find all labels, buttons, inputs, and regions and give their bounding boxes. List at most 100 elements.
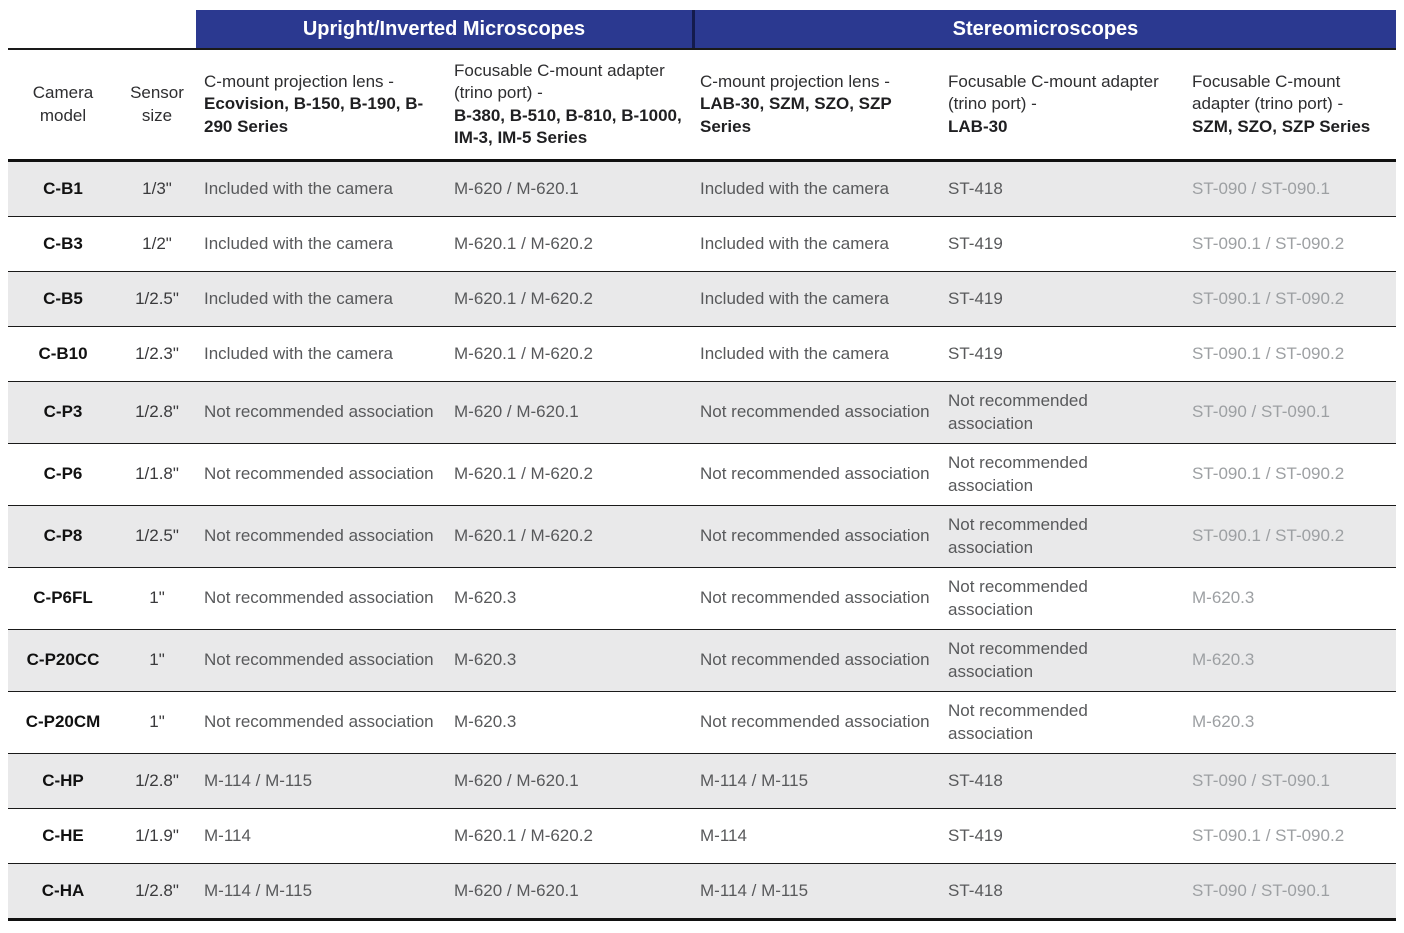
sensor-size-cell: 1/2.3" (135, 343, 179, 363)
table-cell: M-620.1 / M-620.2 (454, 825, 593, 845)
table-cell: ST-090.1 / ST-090.2 (1192, 288, 1345, 308)
camera-model-cell: C-P20CM (25, 712, 101, 732)
column-header-models: Ecovision, B-150, B-190, B-290 Series (204, 94, 424, 136)
table-cell: Not recommended association (948, 638, 1088, 681)
table-cell: ST-418 (948, 880, 1003, 900)
table-cell: ST-090.1 / ST-090.2 (1192, 343, 1345, 363)
table-cell: Not recommended association (948, 452, 1088, 495)
table-cell: Not recommended association (204, 712, 434, 732)
sensor-size-cell: 1/2.8" (135, 880, 179, 900)
camera-model-cell: C-P8 (43, 526, 83, 546)
table-cell: ST-090 / ST-090.1 (1192, 880, 1330, 900)
sensor-size-cell: 1/3" (142, 178, 172, 198)
table-row: C-P6FL 1" Not recommended association M-… (8, 568, 1396, 630)
table-row: C-HE 1/1.9" M-114 M-620.1 / M-620.2 M-11… (8, 809, 1396, 864)
table-cell: Not recommended association (204, 402, 434, 422)
table-cell: M-620 / M-620.1 (454, 178, 579, 198)
column-header-camera-model: Camera model (8, 50, 120, 159)
sensor-size-cell: 1/1.9" (135, 825, 179, 845)
table-row: C-P20CM 1" Not recommended association M… (8, 692, 1396, 754)
table-cell: ST-090.1 / ST-090.2 (1192, 526, 1345, 546)
camera-model-cell: C-B5 (43, 288, 83, 308)
camera-model-cell: C-P3 (43, 402, 83, 422)
group-header-row: Upright/Inverted Microscopes Stereomicro… (8, 10, 1396, 50)
table-cell: Not recommended association (204, 526, 434, 546)
sensor-size-cell: 1/2.5" (135, 288, 179, 308)
table-cell: M-620 / M-620.1 (454, 770, 579, 790)
column-header-models: LAB-30, SZM, SZO, SZP Series (700, 94, 892, 136)
column-header-prefix: Focusable C-mount adapter (trino port) - (948, 72, 1159, 114)
camera-model-cell: C-B3 (43, 233, 83, 253)
camera-model-cell: C-HP (42, 770, 84, 790)
table-cell: ST-090.1 / ST-090.2 (1192, 464, 1345, 484)
table-cell: Included with the camera (700, 288, 889, 308)
table-cell: Not recommended association (948, 514, 1088, 557)
table-row: C-P8 1/2.5" Not recommended association … (8, 506, 1396, 568)
table-cell: M-114 (700, 825, 747, 845)
table-cell: Not recommended association (948, 700, 1088, 743)
sensor-size-cell: 1/2.8" (135, 770, 179, 790)
table-row: C-HP 1/2.8" M-114 / M-115 M-620 / M-620.… (8, 754, 1396, 809)
group-header-spacer (8, 10, 196, 48)
column-header-models: B-380, B-510, B-810, B-1000, IM-3, IM-5 … (454, 105, 682, 147)
table-cell: ST-418 (948, 770, 1003, 790)
table-cell: M-620.1 / M-620.2 (454, 343, 593, 363)
camera-model-cell: C-P20CC (26, 650, 100, 670)
group-header-upright: Upright/Inverted Microscopes (196, 10, 692, 48)
table-cell: Included with the camera (700, 178, 889, 198)
sensor-size-cell: 1/2.8" (135, 402, 179, 422)
table-cell: M-620.3 (1192, 650, 1255, 670)
table-cell: ST-419 (948, 233, 1003, 253)
table-cell: ST-419 (948, 288, 1003, 308)
table-cell: M-620 / M-620.1 (454, 402, 579, 422)
column-header-prefix: C-mount projection lens - (700, 72, 890, 92)
table-cell: Included with the camera (204, 178, 393, 198)
table-cell: ST-419 (948, 343, 1003, 363)
table-cell: Included with the camera (700, 233, 889, 253)
sensor-size-cell: 1" (149, 588, 165, 608)
group-header-stereo: Stereomicroscopes (695, 10, 1396, 48)
table-cell: M-620.3 (454, 650, 517, 670)
column-header-label: Sensor size (130, 83, 184, 125)
table-cell: Not recommended association (204, 588, 434, 608)
sensor-size-cell: 1" (149, 712, 165, 732)
table-cell: M-620.3 (454, 588, 517, 608)
column-header-models: SZM, SZO, SZP Series (1192, 116, 1371, 136)
column-header-prefix: Focusable C-mount adapter (trino port) - (454, 61, 665, 103)
table-cell: Not recommended association (700, 402, 930, 422)
column-header-stereo-focusable-adapter-lab30: Focusable C-mount adapter (trino port) -… (940, 50, 1184, 159)
table-cell: Not recommended association (204, 464, 434, 484)
table-cell: Included with the camera (700, 343, 889, 363)
column-header-label: Camera model (32, 83, 94, 125)
table-row: C-B3 1/2" Included with the camera M-620… (8, 217, 1396, 272)
column-header-prefix: Focusable C-mount adapter (trino port) - (1192, 72, 1344, 114)
table-row: C-B1 1/3" Included with the camera M-620… (8, 162, 1396, 217)
table-cell: M-114 (204, 825, 251, 845)
column-header-stereo-projection-lens: C-mount projection lens - LAB-30, SZM, S… (692, 50, 940, 159)
table-cell: ST-090.1 / ST-090.2 (1192, 233, 1345, 253)
column-header-prefix: C-mount projection lens - (204, 72, 394, 92)
table-cell: Not recommended association (700, 712, 930, 732)
table-cell: ST-090 / ST-090.1 (1192, 402, 1330, 422)
sensor-size-cell: 1" (149, 650, 165, 670)
camera-model-cell: C-HA (41, 880, 85, 900)
column-header-models: LAB-30 (948, 116, 1008, 136)
table-cell: ST-090 / ST-090.1 (1192, 178, 1330, 198)
table-cell: M-620.3 (1192, 588, 1255, 608)
table-cell: M-620 / M-620.1 (454, 880, 579, 900)
camera-model-cell: C-B10 (38, 343, 88, 363)
camera-model-cell: C-P6 (43, 464, 83, 484)
table-row: C-HA 1/2.8" M-114 / M-115 M-620 / M-620.… (8, 864, 1396, 921)
group-header-stereo-label: Stereomicroscopes (952, 17, 1139, 40)
table-cell: Included with the camera (204, 343, 393, 363)
table-cell: Included with the camera (204, 233, 393, 253)
camera-model-cell: C-HE (42, 825, 84, 845)
table-row: C-P20CC 1" Not recommended association M… (8, 630, 1396, 692)
table-cell: M-620.1 / M-620.2 (454, 526, 593, 546)
table-cell: M-114 / M-115 (204, 770, 313, 790)
table-row: C-B5 1/2.5" Included with the camera M-6… (8, 272, 1396, 327)
table-cell: Not recommended association (700, 526, 930, 546)
sensor-size-cell: 1/1.8" (135, 464, 179, 484)
table-cell: M-114 / M-115 (700, 880, 809, 900)
